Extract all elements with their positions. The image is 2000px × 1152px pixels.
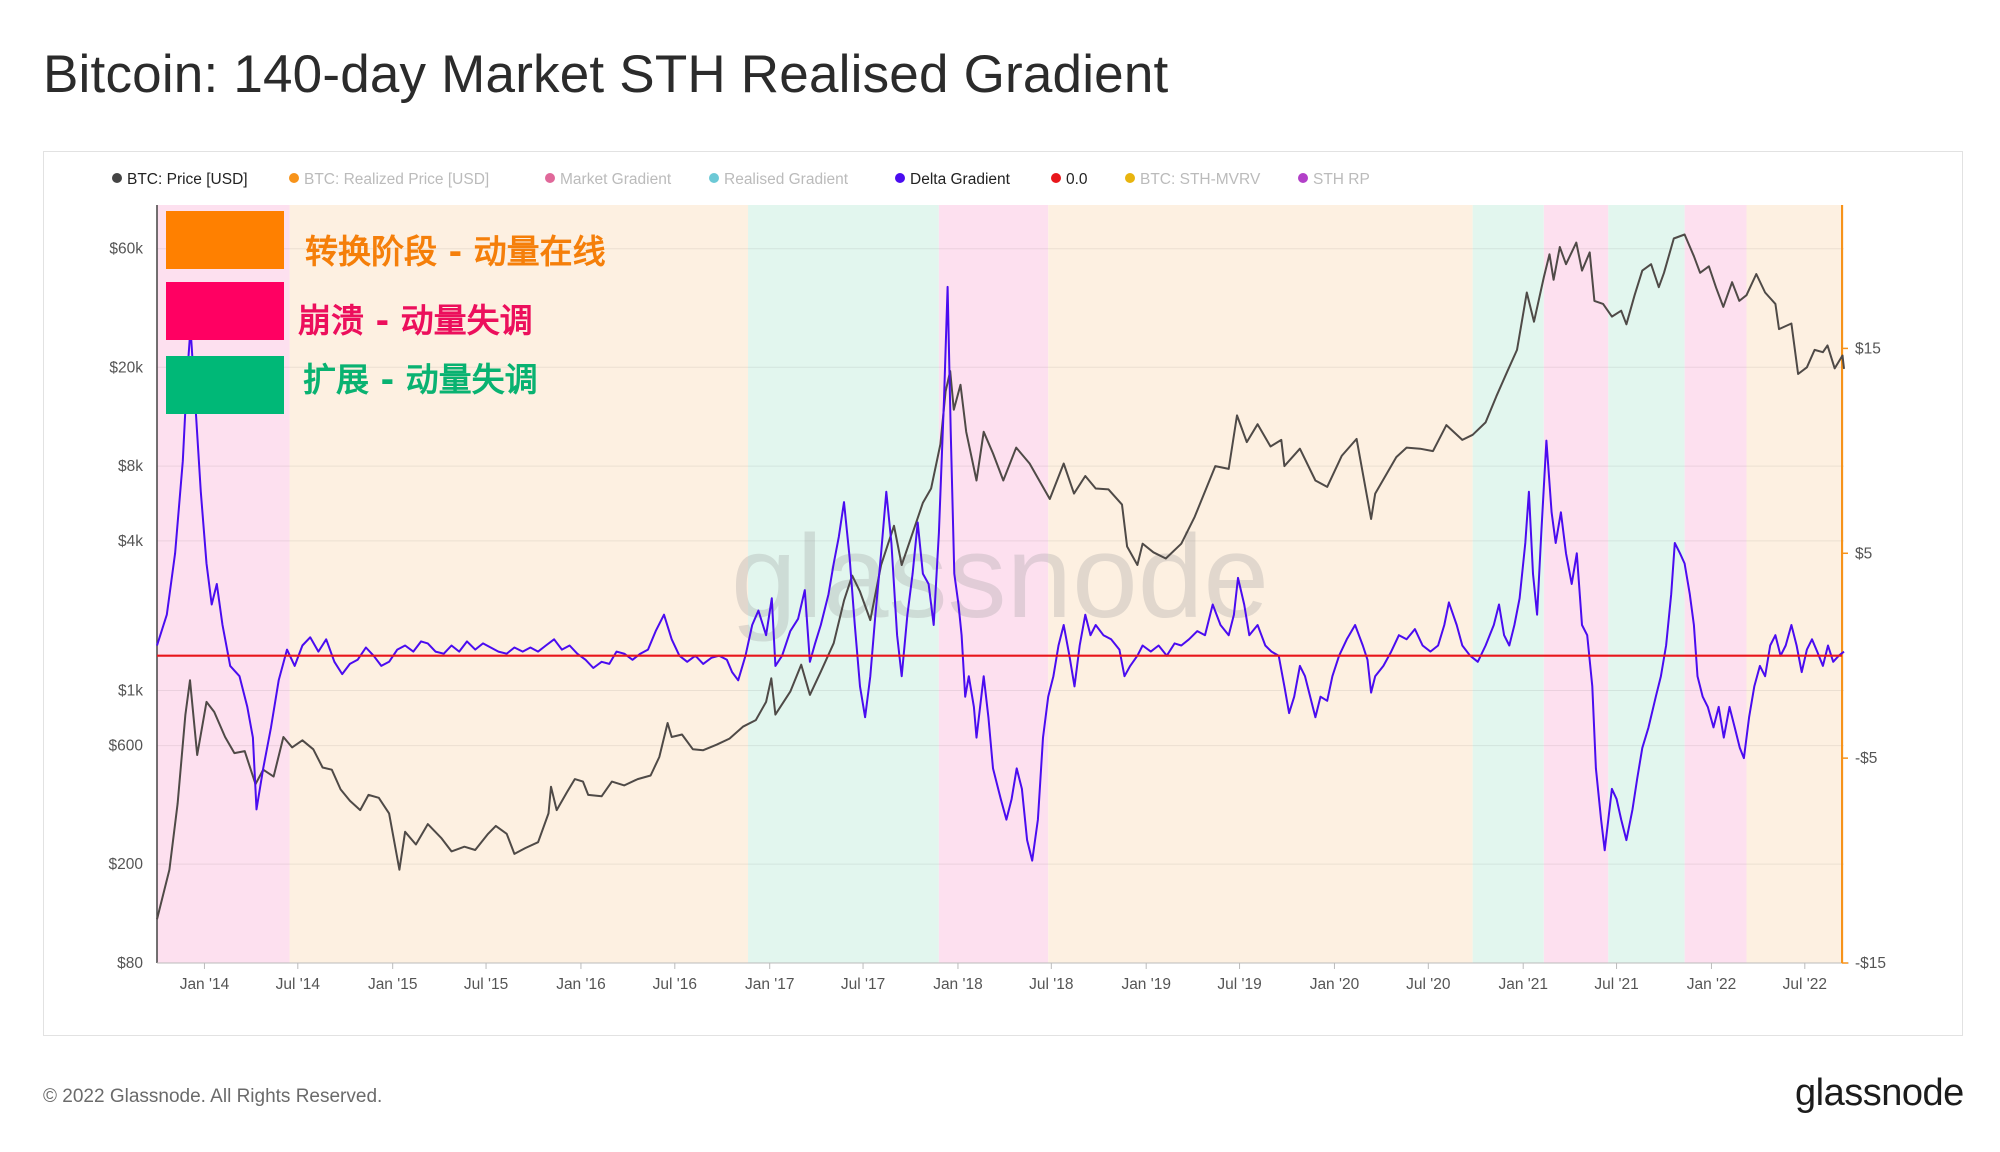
legend-label: BTC: STH-MVRV bbox=[1140, 171, 1261, 188]
x-tick-label: Jul '15 bbox=[464, 976, 508, 993]
legend-label: Realised Gradient bbox=[724, 171, 849, 188]
legend-dot-icon bbox=[1125, 173, 1135, 183]
x-tick-label: Jan '14 bbox=[180, 976, 230, 993]
phase-legend-label: 崩溃 - 动量失调 bbox=[298, 301, 533, 340]
y-left-tick-label: $200 bbox=[109, 856, 144, 873]
legend-item[interactable]: BTC: Realized Price [USD] bbox=[289, 171, 489, 188]
phase-legend-swatch bbox=[166, 356, 284, 414]
phase-legend-label: 转换阶段 - 动量在线 bbox=[305, 232, 606, 271]
y-left-tick-label: $8k bbox=[118, 458, 143, 475]
legend-label: 0.0 bbox=[1066, 171, 1088, 188]
legend-label: BTC: Price [USD] bbox=[127, 171, 248, 188]
phase-legend-swatch bbox=[166, 282, 284, 340]
phase-band-collapse bbox=[1543, 205, 1609, 963]
legend-dot-icon bbox=[895, 173, 905, 183]
legend-label: STH RP bbox=[1313, 171, 1370, 188]
series-lines bbox=[156, 233, 1845, 920]
y-right-tick-label: -$15 bbox=[1855, 955, 1886, 972]
y-right-tick-label: $5 bbox=[1855, 545, 1872, 562]
phase-legend-item: 崩溃 - 动量失调 bbox=[166, 282, 533, 340]
phase-legend-item: 转换阶段 - 动量在线 bbox=[166, 211, 606, 271]
legend-item[interactable]: Realised Gradient bbox=[709, 171, 849, 188]
x-tick-label: Jul '18 bbox=[1029, 976, 1073, 993]
axis-ticks: Jan '14 Jul '14 Jan '15 Jul '15 Jan '16 Jul '… bbox=[109, 241, 1887, 993]
y-left-tick-label: $4k bbox=[118, 533, 143, 550]
x-tick-label: Jul '22 bbox=[1783, 976, 1827, 993]
x-tick-label: Jan '20 bbox=[1310, 976, 1360, 993]
phase-band-transition bbox=[289, 205, 749, 963]
btc-price-line bbox=[156, 233, 1845, 920]
legend-item[interactable]: Market Gradient bbox=[545, 171, 672, 188]
phase-band-transition bbox=[1048, 205, 1473, 963]
x-tick-label: Jul '14 bbox=[276, 976, 321, 993]
legend: BTC: Price [USD] BTC: Realized Price [USD… bbox=[112, 171, 1370, 188]
legend-item[interactable]: BTC: STH-MVRV bbox=[1125, 171, 1261, 188]
x-tick-label: Jan '21 bbox=[1498, 976, 1548, 993]
chart-frame bbox=[43, 151, 1963, 1036]
x-tick-label: Jul '19 bbox=[1217, 976, 1261, 993]
x-tick-label: Jan '16 bbox=[556, 976, 606, 993]
legend-item[interactable]: STH RP bbox=[1298, 171, 1370, 188]
page-title: Bitcoin: 140-day Market STH Realised Gra… bbox=[43, 45, 1169, 104]
phase-band-expansion bbox=[1472, 205, 1544, 963]
legend-dot-icon bbox=[709, 173, 719, 183]
x-tick-label: Jan '17 bbox=[745, 976, 795, 993]
phase-band-collapse bbox=[938, 205, 1049, 963]
x-tick-label: Jul '16 bbox=[653, 976, 697, 993]
legend-dot-icon bbox=[1298, 173, 1308, 183]
x-tick-label: Jul '20 bbox=[1406, 976, 1451, 993]
legend-item[interactable]: 0.0 bbox=[1051, 171, 1088, 188]
y-left-tick-label: $1k bbox=[118, 682, 143, 699]
phase-band-collapse bbox=[1684, 205, 1747, 963]
legend-dot-icon bbox=[1051, 173, 1061, 183]
watermark: glassnode bbox=[731, 511, 1269, 643]
y-left-tick-label: $600 bbox=[109, 738, 144, 755]
legend-dot-icon bbox=[289, 173, 299, 183]
phase-bands bbox=[157, 205, 1844, 963]
x-tick-label: Jan '22 bbox=[1687, 976, 1737, 993]
delta-gradient-line bbox=[156, 285, 1845, 862]
x-tick-label: Jan '19 bbox=[1121, 976, 1171, 993]
y-right-tick-label: -$5 bbox=[1855, 750, 1877, 767]
phase-band-transition bbox=[1746, 205, 1844, 963]
phase-legend-label: 扩展 - 动量失调 bbox=[303, 360, 538, 399]
phase-legend-swatch bbox=[166, 211, 284, 269]
x-tick-label: Jul '21 bbox=[1594, 976, 1638, 993]
y-left-tick-label: $60k bbox=[109, 241, 143, 258]
x-tick-label: Jul '17 bbox=[841, 976, 885, 993]
x-tick-label: Jan '15 bbox=[368, 976, 418, 993]
brand-logo: glassnode bbox=[1795, 1072, 1964, 1114]
axes bbox=[156, 205, 1849, 964]
legend-item[interactable]: Delta Gradient bbox=[895, 171, 1011, 188]
legend-label: BTC: Realized Price [USD] bbox=[304, 171, 489, 188]
legend-item[interactable]: BTC: Price [USD] bbox=[112, 171, 248, 188]
copyright-footer: © 2022 Glassnode. All Rights Reserved. bbox=[43, 1086, 383, 1107]
y-right-tick-label: $15 bbox=[1855, 340, 1881, 357]
legend-dot-icon bbox=[545, 173, 555, 183]
x-tick-label: Jan '18 bbox=[933, 976, 983, 993]
y-left-tick-label: $80 bbox=[117, 955, 143, 972]
legend-label: Market Gradient bbox=[560, 171, 672, 188]
phase-band-expansion bbox=[748, 205, 939, 963]
phase-band-expansion bbox=[1608, 205, 1685, 963]
gridlines bbox=[157, 248, 1844, 964]
legend-label: Delta Gradient bbox=[910, 171, 1011, 188]
y-left-tick-label: $20k bbox=[109, 359, 143, 376]
phase-legend-item: 扩展 - 动量失调 bbox=[166, 356, 538, 414]
legend-dot-icon bbox=[112, 173, 122, 183]
